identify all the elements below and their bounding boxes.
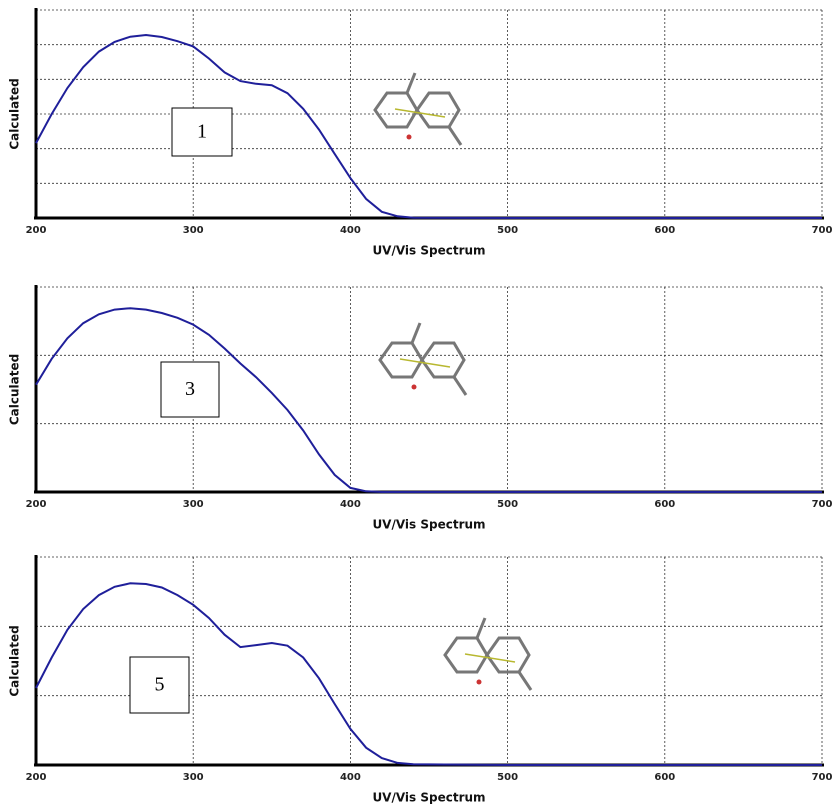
x-tick-label: 400 — [340, 499, 361, 510]
x-tick-label: 300 — [183, 772, 204, 783]
molecule-bond — [454, 377, 466, 395]
molecule-image — [445, 618, 531, 690]
molecule-image — [380, 323, 466, 395]
x-tick-label: 200 — [26, 225, 47, 236]
molecule-bond — [407, 73, 415, 93]
x-tick-label: 300 — [183, 225, 204, 236]
molecule-atom — [412, 385, 417, 390]
molecule-ring — [422, 343, 464, 377]
x-axis-title: UV/Vis Spectrum — [372, 244, 485, 258]
molecule-bond — [412, 323, 420, 343]
molecule-bond — [449, 127, 461, 145]
x-tick-label: 200 — [26, 499, 47, 510]
molecule-bond — [519, 672, 531, 690]
x-tick-label: 400 — [340, 225, 361, 236]
x-tick-label: 600 — [654, 772, 675, 783]
x-tick-label: 500 — [497, 225, 518, 236]
x-tick-label: 600 — [654, 499, 675, 510]
x-tick-label: 400 — [340, 772, 361, 783]
molecule-ring — [417, 93, 459, 127]
molecule-ring — [445, 638, 487, 672]
x-axis-title: UV/Vis Spectrum — [372, 518, 485, 532]
x-tick-label: 700 — [812, 499, 833, 510]
y-axis-title: Calculated — [8, 354, 22, 425]
y-axis-title: Calculated — [8, 78, 22, 149]
chart-page: 200 300 400 500 600 700 UV/Vis Spectrum Calcula… — [0, 0, 834, 805]
x-tick-label: 600 — [654, 225, 675, 236]
x-tick-label: 700 — [812, 225, 833, 236]
molecule-atom — [477, 680, 482, 685]
x-tick-label: 500 — [497, 772, 518, 783]
molecule-ring — [380, 343, 422, 377]
x-tick-label: 200 — [26, 772, 47, 783]
x-tick-label: 500 — [497, 499, 518, 510]
annotation: 5 — [155, 674, 165, 696]
y-axis-title: Calculated — [8, 625, 22, 696]
x-tick-label: 300 — [183, 499, 204, 510]
molecule-image — [375, 73, 461, 145]
molecule-atom — [407, 135, 412, 140]
x-axis-title: UV/Vis Spectrum — [372, 791, 485, 805]
spectrum-line — [36, 308, 822, 492]
molecule-ring — [375, 93, 417, 127]
annotation: 3 — [185, 378, 195, 400]
x-tick-label: 700 — [812, 772, 833, 783]
molecule-bond — [477, 618, 485, 638]
annotation: 1 — [197, 121, 207, 143]
